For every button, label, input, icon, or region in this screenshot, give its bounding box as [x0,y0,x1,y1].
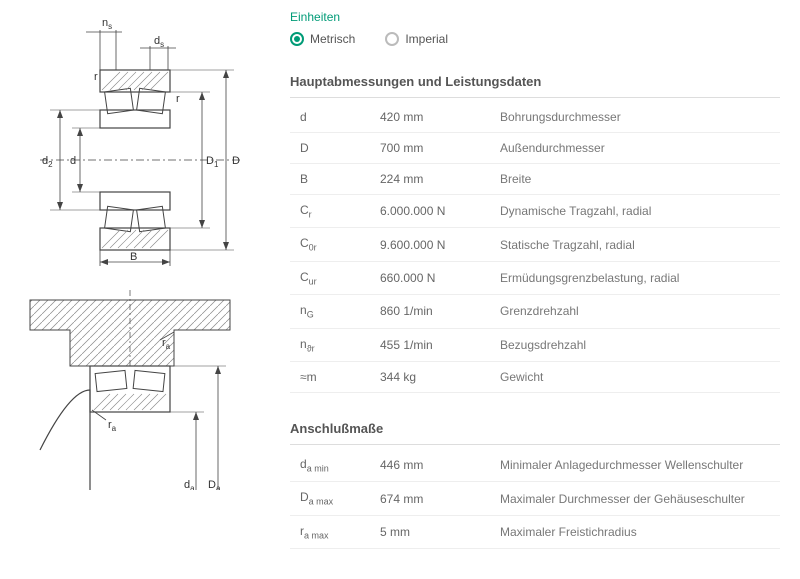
symbol-cell: Cr [290,195,370,228]
table-row: nG860 1/minGrenzdrehzahl [290,295,780,328]
svg-text:r: r [94,71,98,83]
radio-label: Imperial [405,32,448,46]
diagram-mounting: ra ra da Da [10,290,250,490]
table-row: nϑr455 1/minBezugsdrehzahl [290,328,780,361]
description-cell: Maximaler Freistichradius [490,515,780,548]
data-column: Einheiten Metrisch Imperial Hauptabmessun… [280,0,800,579]
value-cell: 6.000.000 N [370,195,490,228]
symbol-cell: Da max [290,482,370,515]
table-row: da min446 mmMinimaler Anlagedurchmesser … [290,449,780,482]
section-header: Anschlußmaße [290,413,780,445]
symbol-cell: d [290,102,370,133]
value-cell: 674 mm [370,482,490,515]
description-cell: Statische Tragzahl, radial [490,228,780,261]
symbol-cell: da min [290,449,370,482]
value-cell: 224 mm [370,164,490,195]
table-row: Da max674 mmMaximaler Durchmesser der Ge… [290,482,780,515]
description-cell: Außendurchmesser [490,133,780,164]
table-row: B224 mmBreite [290,164,780,195]
units-radio-metrisch[interactable]: Metrisch [290,32,355,46]
value-cell: 9.600.000 N [370,228,490,261]
description-cell: Grenzdrehzahl [490,295,780,328]
svg-text:ra: ra [108,419,117,433]
svg-text:ds: ds [154,35,164,49]
value-cell: 5 mm [370,515,490,548]
svg-text:Da: Da [208,479,221,490]
description-cell: Dynamische Tragzahl, radial [490,195,780,228]
value-cell: 420 mm [370,102,490,133]
svg-text:ns: ns [102,17,112,31]
svg-text:d: d [70,155,76,167]
symbol-cell: C0r [290,228,370,261]
table-row: ≈m344 kgGewicht [290,361,780,392]
radio-label: Metrisch [310,32,355,46]
table-row: D700 mmAußendurchmesser [290,133,780,164]
table-row: d420 mmBohrungsdurchmesser [290,102,780,133]
symbol-cell: B [290,164,370,195]
radio-icon [290,32,304,46]
svg-text:D: D [232,155,240,167]
spec-table: da min446 mmMinimaler Anlagedurchmesser … [290,449,780,549]
description-cell: Maximaler Durchmesser der Gehäuseschulte… [490,482,780,515]
svg-text:D1: D1 [206,155,219,169]
description-cell: Breite [490,164,780,195]
table-row: Cur660.000 NErmüdungsgrenzbelastung, rad… [290,261,780,294]
symbol-cell: ≈m [290,361,370,392]
svg-text:B: B [130,251,137,263]
units-radio-imperial[interactable]: Imperial [385,32,448,46]
section-header: Hauptabmessungen und Leistungsdaten [290,66,780,98]
value-cell: 344 kg [370,361,490,392]
description-cell: Gewicht [490,361,780,392]
diagram-column: ns ds r r d2 d D1 [0,0,280,579]
units-heading: Einheiten [290,10,780,24]
svg-text:d2: d2 [42,155,53,169]
value-cell: 860 1/min [370,295,490,328]
description-cell: Ermüdungsgrenzbelastung, radial [490,261,780,294]
table-row: Cr6.000.000 NDynamische Tragzahl, radial [290,195,780,228]
symbol-cell: ra max [290,515,370,548]
value-cell: 455 1/min [370,328,490,361]
symbol-cell: Cur [290,261,370,294]
value-cell: 700 mm [370,133,490,164]
description-cell: Bohrungsdurchmesser [490,102,780,133]
svg-text:da: da [184,479,195,490]
diagram-main: ns ds r r d2 d D1 [10,10,250,270]
value-cell: 446 mm [370,449,490,482]
radio-icon [385,32,399,46]
symbol-cell: nG [290,295,370,328]
symbol-cell: nϑr [290,328,370,361]
value-cell: 660.000 N [370,261,490,294]
description-cell: Minimaler Anlagedurchmesser Wellenschult… [490,449,780,482]
description-cell: Bezugsdrehzahl [490,328,780,361]
table-row: C0r9.600.000 NStatische Tragzahl, radial [290,228,780,261]
units-radio-group: Metrisch Imperial [290,32,780,46]
symbol-cell: D [290,133,370,164]
svg-text:r: r [176,93,180,105]
table-row: ra max5 mmMaximaler Freistichradius [290,515,780,548]
spec-table: d420 mmBohrungsdurchmesserD700 mmAußendu… [290,102,780,393]
